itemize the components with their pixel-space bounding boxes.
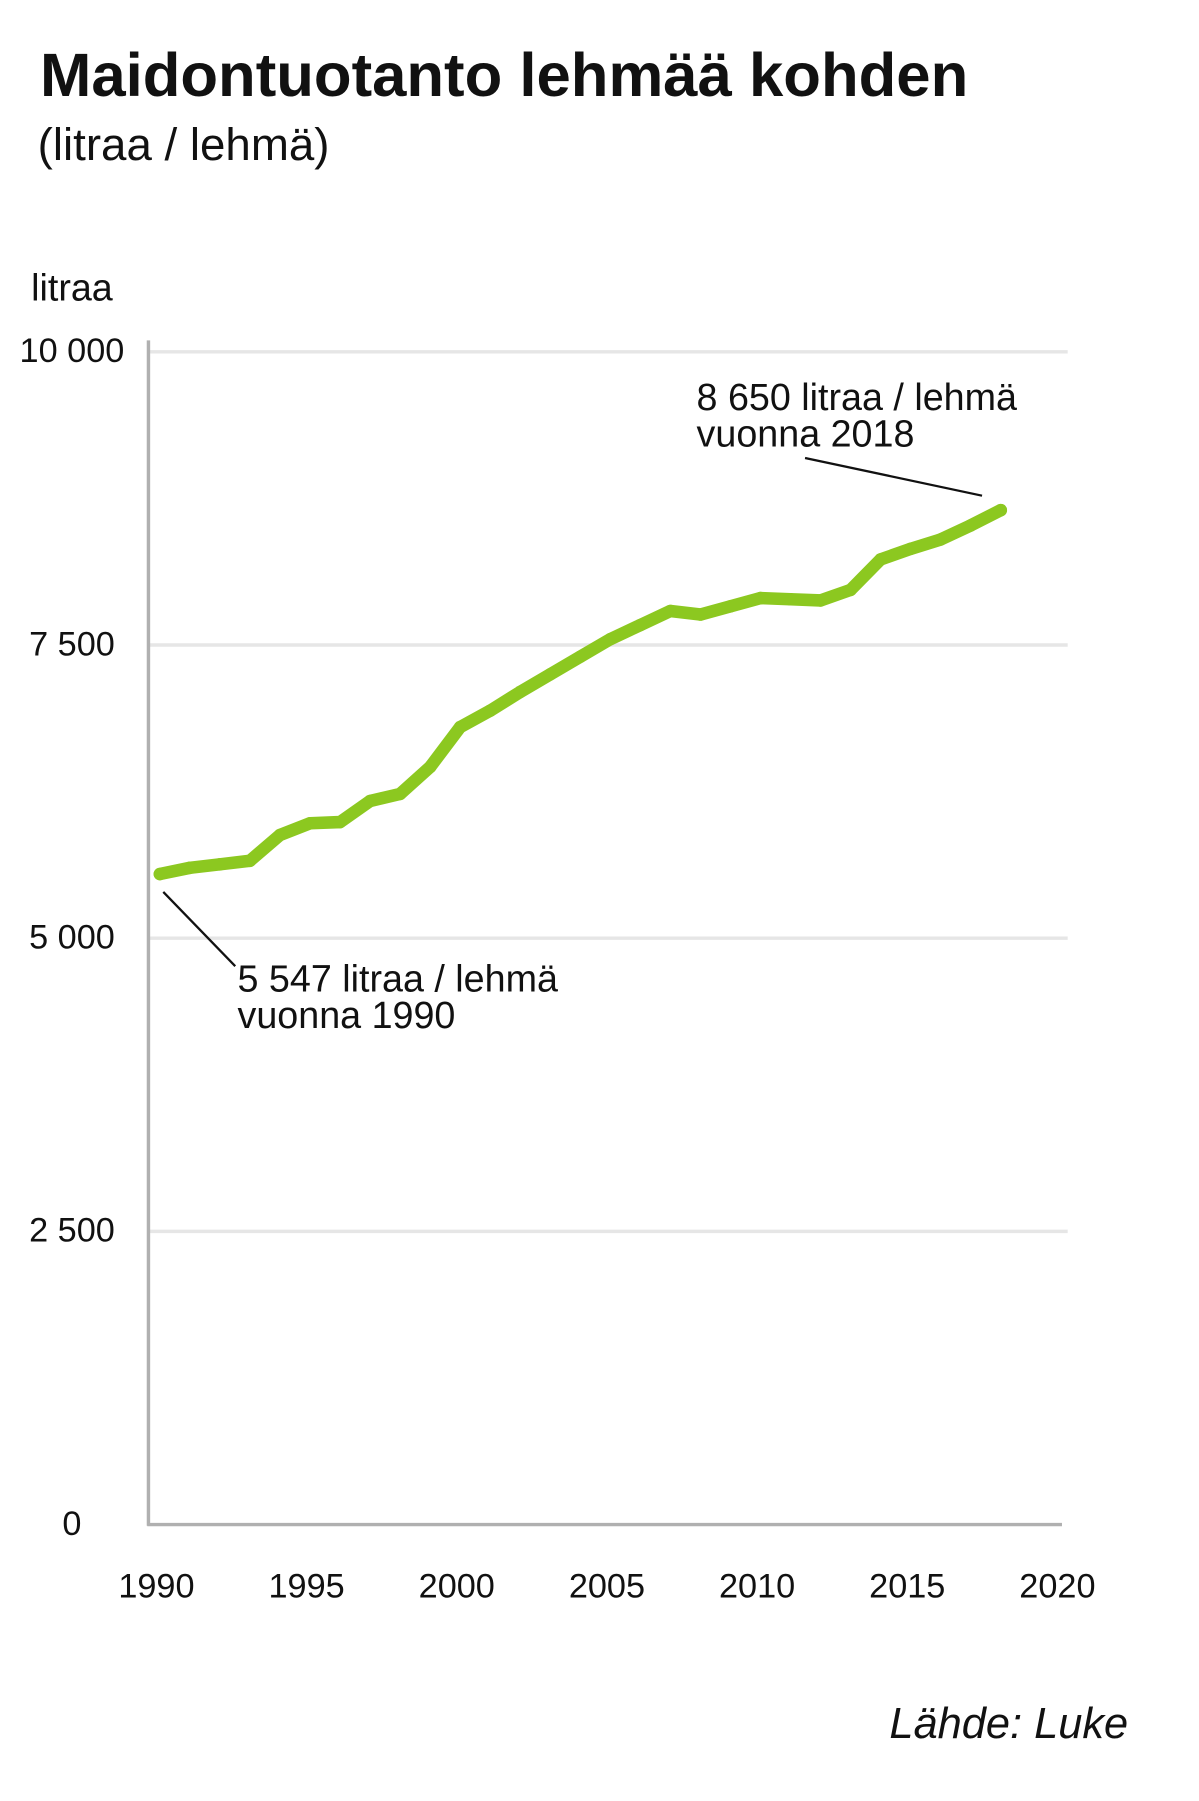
data-point xyxy=(664,604,677,618)
data-point xyxy=(964,519,978,532)
data-point xyxy=(453,720,467,734)
data-point xyxy=(393,787,407,801)
data-point xyxy=(483,704,497,717)
data-point xyxy=(724,600,737,613)
x-tick-label: 2015 xyxy=(869,1568,945,1606)
annotation-label: vuonna 1990 xyxy=(238,994,456,1036)
data-point xyxy=(303,816,317,830)
x-tick-label: 2010 xyxy=(719,1568,795,1606)
data-point xyxy=(153,867,167,881)
data-point xyxy=(694,608,707,621)
y-axis-unit-label: litraa xyxy=(31,266,113,308)
annotation-label: vuonna 2018 xyxy=(697,413,915,455)
data-point xyxy=(243,854,257,868)
data-point xyxy=(183,861,197,875)
annotation-1990: 5 547 litraa / lehmä vuonna 1990 xyxy=(162,891,558,1036)
y-tick-label: 10 000 xyxy=(20,332,125,370)
x-tick-label: 2005 xyxy=(569,1568,645,1606)
data-point xyxy=(604,632,617,646)
data-point xyxy=(574,650,587,664)
series xyxy=(153,503,1008,881)
data-point xyxy=(784,592,797,606)
data-point xyxy=(544,668,557,681)
data-point xyxy=(874,553,887,566)
data-point xyxy=(423,760,437,774)
data-point xyxy=(934,533,947,546)
chart-subtitle: (litraa / lehmä) xyxy=(38,119,330,170)
data-point xyxy=(904,542,917,556)
y-tick-labels: 0 2 500 5 000 7 500 10 000 xyxy=(20,332,125,1543)
x-tick-label: 2000 xyxy=(419,1568,495,1606)
series-line xyxy=(153,503,1008,881)
axes xyxy=(146,340,1062,1527)
annotation-leader-line xyxy=(162,891,237,967)
x-tick-labels: 1990 1995 2000 2005 2010 2015 2020 xyxy=(118,1568,1095,1606)
data-point xyxy=(754,591,767,605)
data-point xyxy=(634,618,647,632)
y-tick-label: 5 000 xyxy=(29,918,115,956)
data-point xyxy=(363,794,377,808)
x-tick-label: 2020 xyxy=(1019,1568,1095,1606)
data-point xyxy=(994,503,1008,517)
data-point xyxy=(814,594,827,607)
source-note: Lähde: Luke xyxy=(889,1700,1128,1748)
data-point xyxy=(844,583,857,597)
data-point xyxy=(213,858,227,871)
data-point xyxy=(513,685,527,699)
x-tick-label: 1995 xyxy=(268,1568,344,1606)
chart-title: Maidontuotanto lehmää kohden xyxy=(40,41,968,110)
annotation-2018: 8 650 litraa / lehmä vuonna 2018 xyxy=(697,376,1017,497)
y-tick-label: 0 xyxy=(62,1505,81,1543)
annotation-leader-line xyxy=(804,456,983,497)
x-tick-label: 1990 xyxy=(118,1568,194,1606)
y-tick-label: 7 500 xyxy=(29,625,115,663)
data-point xyxy=(333,815,347,829)
data-point xyxy=(273,828,287,842)
annotation-label: 8 650 litraa / lehmä xyxy=(697,376,1017,418)
annotation-label: 5 547 litraa / lehmä xyxy=(238,957,558,999)
y-tick-label: 2 500 xyxy=(29,1212,115,1250)
